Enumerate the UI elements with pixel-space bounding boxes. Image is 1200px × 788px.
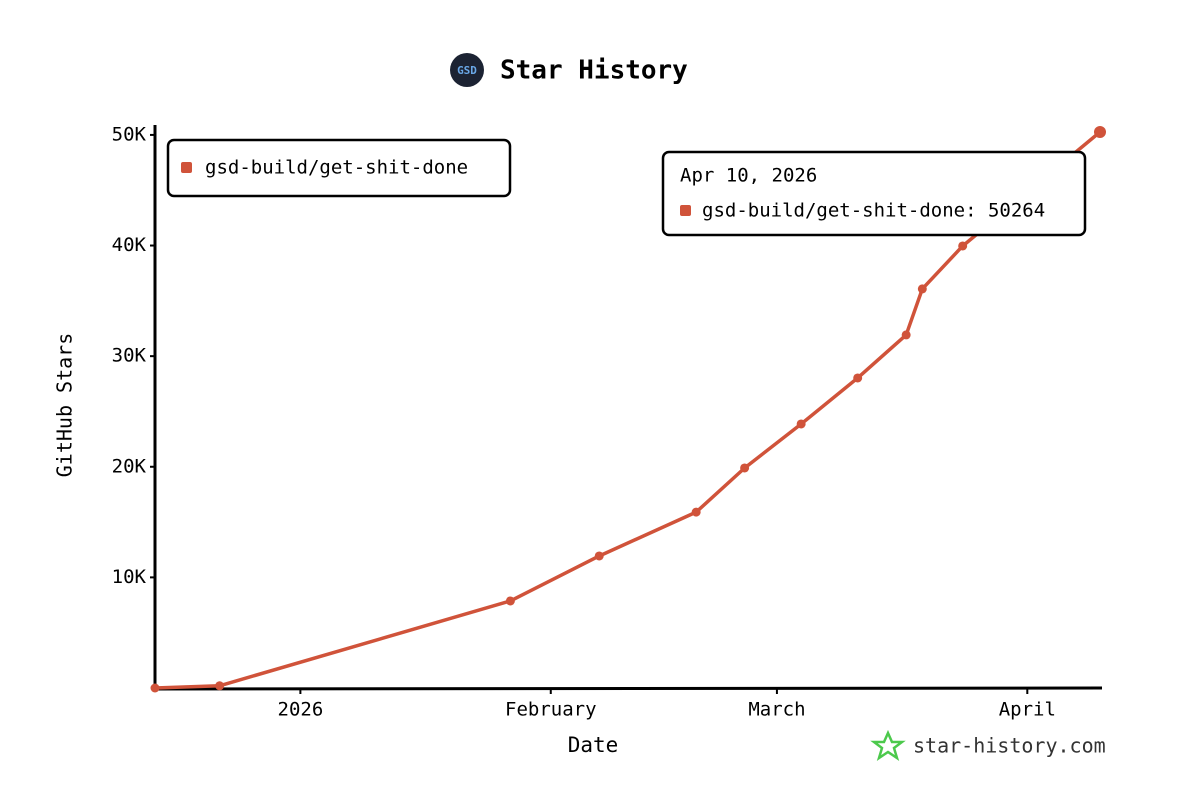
tooltip-date: Apr 10, 2026 [680,165,817,187]
y-tick-label: 30K [112,345,147,367]
series-point [958,241,968,251]
series-point [505,596,515,606]
x-axis-label: Date [568,733,619,757]
series-point [1094,126,1106,138]
tooltip-box [661,150,1087,237]
y-axis-label: GitHub Stars [53,333,77,478]
y-tick-label: 40K [112,234,147,256]
series-point [740,463,750,473]
series-point [150,683,160,693]
x-tick-label: March [748,699,805,721]
legend-swatch [181,162,192,173]
watermark-icon [870,729,906,761]
tooltip-swatch [680,205,691,216]
x-axis [153,686,1103,691]
series-point [594,551,604,561]
watermark: star-history.com [913,734,1106,758]
x-tick-label: April [999,699,1056,721]
logo [450,53,484,87]
tooltip-text: gsd-build/get-shit-done: 50264 [702,200,1045,222]
series-point [796,419,806,429]
series-point [901,330,911,340]
y-tick-label: 50K [112,123,147,145]
y-tick-label: 20K [112,455,147,477]
series-point [917,284,927,294]
x-tick-label: February [505,699,597,721]
logo-text: GSD [457,64,477,77]
series-point [691,507,701,517]
series-line [153,130,1102,690]
y-tick-label: 10K [112,566,147,588]
chart-title: Star History [500,56,688,86]
x-tick-label: 2026 [278,699,324,721]
legend-label: gsd-build/get-shit-done [205,157,468,179]
legend-box [166,138,512,198]
series-point [853,373,863,383]
series-point [215,681,225,691]
